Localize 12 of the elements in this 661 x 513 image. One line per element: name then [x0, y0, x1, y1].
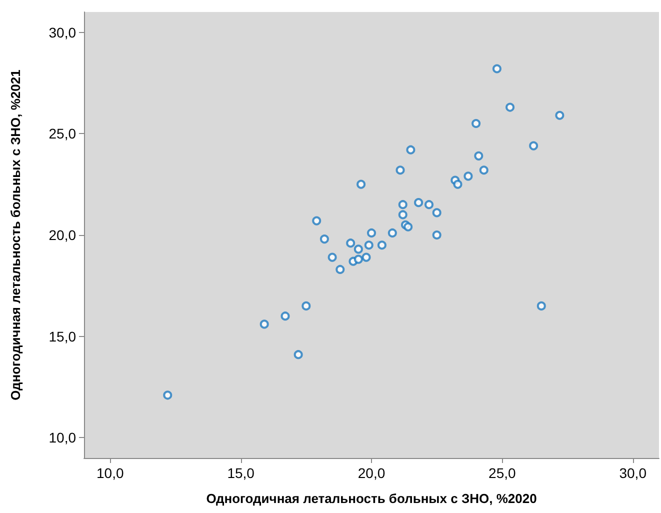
x-tick-label: 10,0 — [96, 465, 124, 481]
y-tick-label: 15,0 — [48, 328, 76, 344]
y-tick-label: 10,0 — [48, 430, 76, 446]
x-axis-title: Одногодичная летальность больных с ЗНО, %2020 — [206, 491, 537, 506]
y-tick-label: 25,0 — [48, 126, 76, 142]
x-tick-label: 30,0 — [619, 465, 647, 481]
x-tick-label: 20,0 — [358, 465, 386, 481]
y-axis-title: Одногодичная летальность больных с ЗНО, %2021 — [8, 70, 23, 400]
x-tick-label: 15,0 — [227, 465, 255, 481]
y-tick-label: 30,0 — [48, 24, 76, 40]
x-tick-label: 25,0 — [488, 465, 516, 481]
y-tick-label: 20,0 — [48, 227, 76, 243]
